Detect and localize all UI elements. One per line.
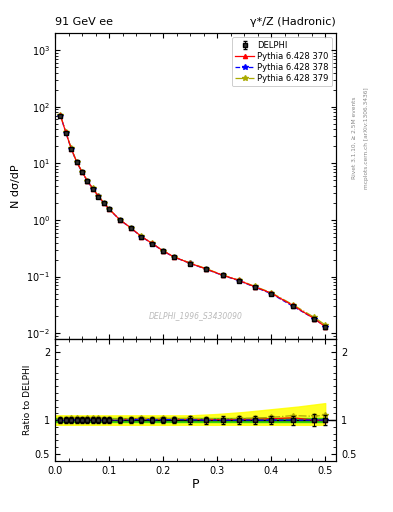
Pythia 6.428 379 [188,260,193,266]
Pythia 6.428 378 [90,186,95,192]
Pythia 6.428 370 [161,248,165,254]
Pythia 6.428 379 [237,277,241,283]
Pythia 6.428 370 [101,200,106,206]
Pythia 6.428 370 [290,302,295,308]
Pythia 6.428 378 [101,200,106,206]
Pythia 6.428 379 [69,145,73,152]
Pythia 6.428 379 [118,217,122,223]
Pythia 6.428 379 [172,253,176,260]
Y-axis label: Ratio to DELPHI: Ratio to DELPHI [23,365,32,435]
Pythia 6.428 370 [129,225,133,231]
Pythia 6.428 378 [129,225,133,231]
Pythia 6.428 378 [204,266,209,272]
Pythia 6.428 379 [204,266,209,272]
Pythia 6.428 378 [172,254,176,260]
Pythia 6.428 378 [107,206,112,212]
Pythia 6.428 370 [107,206,112,212]
Pythia 6.428 378 [96,194,101,200]
Pythia 6.428 370 [237,277,241,283]
Line: Pythia 6.428 379: Pythia 6.428 379 [58,113,328,328]
Pythia 6.428 370 [188,260,193,266]
Pythia 6.428 370 [80,169,84,175]
Pythia 6.428 378 [150,241,155,247]
Pythia 6.428 370 [220,272,225,278]
Pythia 6.428 379 [139,233,144,240]
Pythia 6.428 378 [220,272,225,279]
Line: Pythia 6.428 378: Pythia 6.428 378 [58,113,328,330]
Pythia 6.428 379 [80,168,84,175]
Pythia 6.428 370 [269,290,274,296]
Pythia 6.428 379 [74,159,79,165]
Pythia 6.428 370 [90,185,95,191]
Pythia 6.428 378 [64,130,68,136]
Pythia 6.428 370 [204,266,209,272]
Pythia 6.428 379 [101,200,106,206]
Pythia 6.428 370 [150,241,155,247]
Pythia 6.428 378 [139,234,144,240]
Pythia 6.428 379 [129,225,133,231]
Pythia 6.428 379 [269,290,274,296]
Legend: DELPHI, Pythia 6.428 370, Pythia 6.428 378, Pythia 6.428 379: DELPHI, Pythia 6.428 370, Pythia 6.428 3… [232,37,332,87]
Pythia 6.428 378 [188,260,193,266]
Pythia 6.428 378 [69,146,73,152]
Pythia 6.428 378 [290,303,295,309]
Pythia 6.428 370 [96,193,101,199]
Pythia 6.428 379 [161,247,165,253]
Pythia 6.428 378 [74,159,79,165]
Pythia 6.428 379 [85,178,90,184]
Text: Rivet 3.1.10, ≥ 2.5M events: Rivet 3.1.10, ≥ 2.5M events [352,97,357,180]
Line: Pythia 6.428 370: Pythia 6.428 370 [58,113,327,329]
Pythia 6.428 370 [69,145,73,152]
Pythia 6.428 370 [172,254,176,260]
Pythia 6.428 379 [253,283,257,289]
Text: mcplots.cern.ch [arXiv:1306.3436]: mcplots.cern.ch [arXiv:1306.3436] [364,88,369,189]
Pythia 6.428 378 [58,113,63,119]
Pythia 6.428 370 [64,129,68,135]
Pythia 6.428 379 [64,129,68,135]
Pythia 6.428 370 [118,217,122,223]
Pythia 6.428 379 [323,322,328,328]
Y-axis label: N dσ/dP: N dσ/dP [11,164,21,208]
Pythia 6.428 378 [85,178,90,184]
Pythia 6.428 378 [269,290,274,296]
Pythia 6.428 379 [90,185,95,191]
Pythia 6.428 370 [139,233,144,240]
Text: γ*/Z (Hadronic): γ*/Z (Hadronic) [250,17,336,27]
Pythia 6.428 370 [312,316,317,322]
Pythia 6.428 378 [237,278,241,284]
Pythia 6.428 379 [290,302,295,308]
Pythia 6.428 379 [220,272,225,278]
Pythia 6.428 370 [85,178,90,184]
X-axis label: P: P [192,478,199,492]
Pythia 6.428 378 [312,316,317,322]
Pythia 6.428 378 [253,284,257,290]
Text: 91 GeV ee: 91 GeV ee [55,17,113,27]
Pythia 6.428 370 [253,284,257,290]
Pythia 6.428 379 [312,314,317,321]
Pythia 6.428 378 [323,324,328,330]
Pythia 6.428 370 [74,159,79,165]
Pythia 6.428 379 [96,193,101,199]
Pythia 6.428 378 [80,169,84,175]
Pythia 6.428 378 [161,248,165,254]
Pythia 6.428 379 [150,240,155,246]
Pythia 6.428 378 [118,217,122,223]
Pythia 6.428 379 [58,112,63,118]
Text: DELPHI_1996_S3430090: DELPHI_1996_S3430090 [149,311,242,321]
Pythia 6.428 370 [58,113,63,119]
Pythia 6.428 379 [107,206,112,212]
Pythia 6.428 370 [323,324,328,330]
